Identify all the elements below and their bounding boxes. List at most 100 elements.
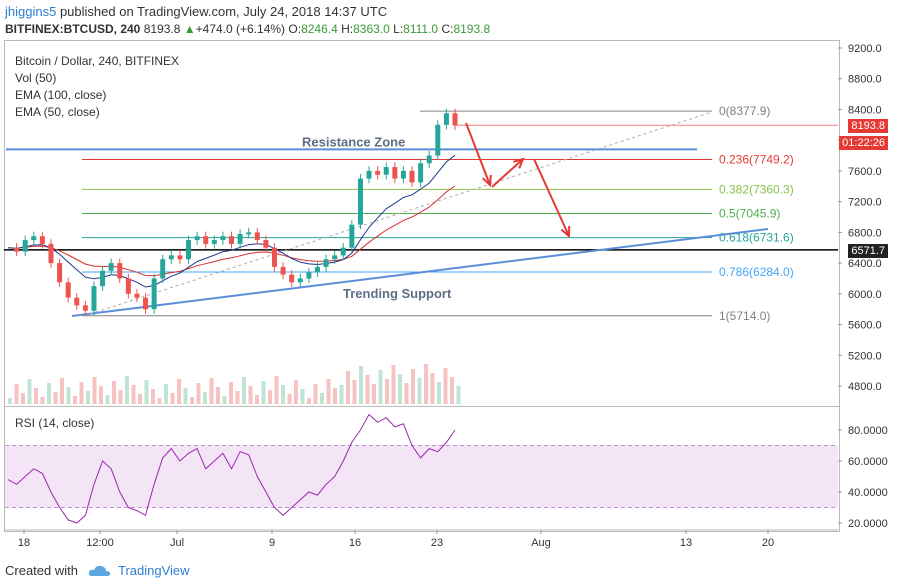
volume-bar xyxy=(157,398,162,404)
volume-bar xyxy=(456,386,461,404)
rsi-axis-tick-label: 20.0000 xyxy=(848,518,888,530)
volume-bar xyxy=(60,378,64,404)
volume-bar xyxy=(411,369,415,404)
x-axis-tick-label: Jul xyxy=(170,537,184,549)
candle-body xyxy=(349,224,355,248)
last-price: 8193.8 xyxy=(143,22,181,36)
candle-body xyxy=(186,240,192,260)
y-axis-tick-label: 9200.0 xyxy=(848,43,882,55)
candle-body xyxy=(297,278,303,283)
low-value: 8111.0 xyxy=(403,22,439,36)
y-axis-tick-label: 4800.0 xyxy=(848,381,882,393)
rsi-axis-tick-label: 80.0000 xyxy=(848,425,888,437)
volume-bar xyxy=(8,398,12,404)
volume-bar xyxy=(424,364,428,404)
volume-bar xyxy=(300,389,305,404)
y-axis-tick-label: 8800.0 xyxy=(848,74,882,86)
candle-body xyxy=(435,124,441,156)
rsi-axis-tick-label: 60.0000 xyxy=(848,456,888,468)
candle-body xyxy=(39,236,45,244)
volume-bar xyxy=(437,382,441,404)
forecast-arrow-head xyxy=(560,225,571,239)
up-arrow-icon: ▲ xyxy=(183,22,196,36)
y-axis-tick-label: 6400.0 xyxy=(848,258,882,270)
volume-bar xyxy=(352,380,357,404)
volume-bar xyxy=(242,377,246,404)
volume-bar xyxy=(378,370,383,404)
candle-body xyxy=(314,266,320,273)
forecast-arrow xyxy=(491,158,524,188)
candle-body xyxy=(194,236,200,241)
candle-body xyxy=(65,282,71,298)
volume-bar xyxy=(235,391,240,404)
candle-body xyxy=(375,170,381,175)
symbol-label: BITFINEX:BTCUSD, 240 xyxy=(5,22,141,36)
volume-bar xyxy=(164,384,168,404)
tradingview-link[interactable]: TradingView xyxy=(117,563,190,578)
volume-bar xyxy=(144,380,149,404)
candle-body xyxy=(254,232,260,241)
candle-body xyxy=(246,232,252,235)
y-axis-tick-label: 7600.0 xyxy=(848,166,882,178)
candle-body xyxy=(306,272,312,279)
volume-bar xyxy=(118,390,123,404)
legend-vol: Vol (50) xyxy=(15,71,57,85)
ema50-line xyxy=(7,154,456,288)
forecast-arrow xyxy=(465,122,491,186)
created-with-text: Created with xyxy=(5,563,78,578)
volume-bar xyxy=(294,380,298,404)
volume-bar xyxy=(66,387,71,404)
candle-body xyxy=(271,247,277,267)
candle-body xyxy=(340,247,346,256)
y-axis-tick-label: 7200.0 xyxy=(848,197,882,209)
candle-body xyxy=(134,293,140,298)
volume-bar xyxy=(47,383,51,404)
volume-bar xyxy=(203,392,207,404)
rsi-axis-tick-label: 40.0000 xyxy=(848,487,888,499)
rsi-legend: RSI (14, close) xyxy=(15,416,95,430)
support-line xyxy=(71,228,769,317)
level-price-tag: 6571.7 xyxy=(848,244,888,258)
volume-bar xyxy=(222,396,227,404)
volume-bar xyxy=(443,368,448,404)
candle-body xyxy=(22,240,28,252)
volume-bar xyxy=(131,385,136,404)
volume-bar xyxy=(177,379,181,404)
forecast-arrow-head xyxy=(513,157,525,169)
volume-bar xyxy=(320,393,324,404)
volume-bar xyxy=(417,378,422,404)
y-axis-tick-label: 6000.0 xyxy=(848,289,882,301)
volume-bar xyxy=(359,366,363,404)
y-axis-tick-label: 5200.0 xyxy=(848,350,882,362)
volume-bar xyxy=(112,381,116,404)
candle-body xyxy=(400,170,406,179)
countdown-tag: 01:22:26 xyxy=(839,136,888,150)
fib-level-label: 0.786(6284.0) xyxy=(719,265,794,279)
candle-body xyxy=(82,305,88,311)
fib-level-label: 0(8377.9) xyxy=(719,104,770,118)
candle-body xyxy=(91,286,97,311)
low-label: L: xyxy=(393,22,404,36)
volume-bar xyxy=(73,396,77,404)
candle-body xyxy=(168,255,174,260)
chart-legend: Bitcoin / Dollar, 240, BITFINEX Vol (50)… xyxy=(15,53,179,121)
author-link[interactable]: jhiggins5 xyxy=(5,4,57,19)
volume-bar xyxy=(365,375,370,404)
candle-body xyxy=(332,255,338,260)
candle-body xyxy=(289,274,295,283)
x-axis-tick-label: Aug xyxy=(531,537,551,549)
volume-bar xyxy=(372,384,376,404)
volume-bar xyxy=(339,385,344,404)
candle-body xyxy=(280,266,286,275)
legend-ema100: EMA (100, close) xyxy=(15,88,107,102)
volume-bar xyxy=(313,384,318,404)
candle-body xyxy=(452,113,458,126)
close-label: C: xyxy=(441,22,454,36)
candle-body xyxy=(31,236,37,241)
candle-body xyxy=(409,170,415,183)
volume-bar xyxy=(27,379,32,404)
candle-body xyxy=(203,236,209,244)
candle-body xyxy=(237,233,243,244)
x-axis-tick-label: 18 xyxy=(18,537,30,549)
